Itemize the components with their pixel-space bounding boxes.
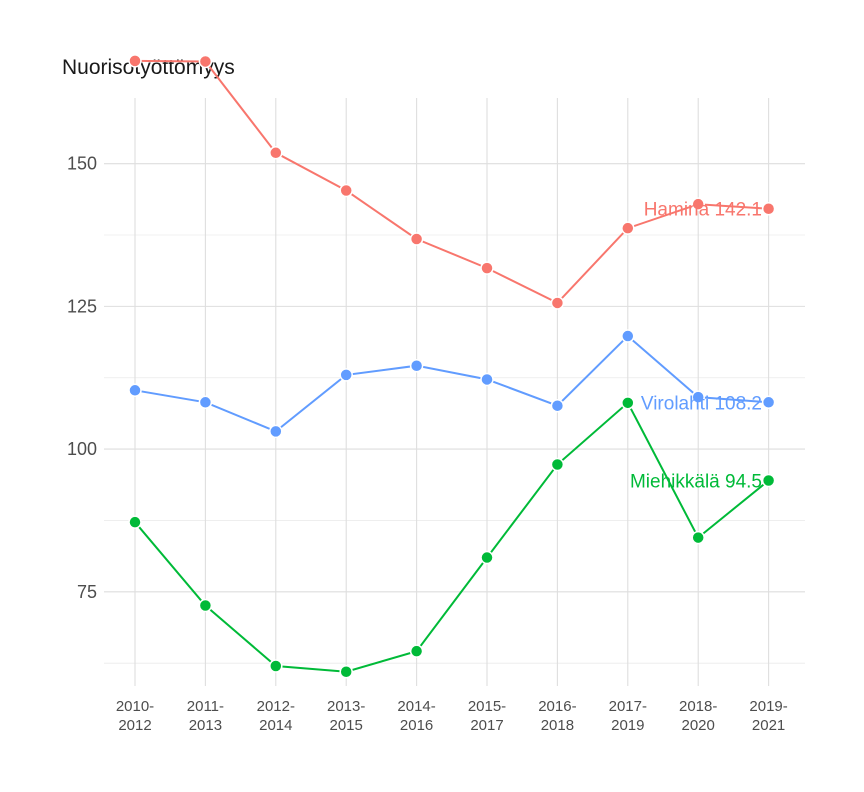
y-tick-label: 150 bbox=[67, 154, 97, 174]
data-point bbox=[198, 395, 213, 410]
data-point bbox=[339, 664, 353, 679]
series-lines bbox=[134, 59, 770, 673]
y-tick-label: 125 bbox=[67, 296, 97, 316]
data-point bbox=[409, 358, 424, 373]
data-point bbox=[550, 296, 565, 310]
y-tick-label: 100 bbox=[67, 439, 97, 459]
data-point bbox=[128, 54, 142, 68]
data-point bbox=[761, 395, 776, 410]
data-point bbox=[409, 232, 424, 246]
series-end-label: Hamina 142.1 bbox=[644, 200, 762, 221]
data-point bbox=[480, 550, 494, 565]
x-tick-label: 2019-2021 bbox=[749, 698, 787, 734]
data-point bbox=[128, 515, 142, 529]
data-point bbox=[480, 372, 494, 387]
data-point bbox=[409, 644, 424, 658]
series-line bbox=[134, 401, 770, 673]
data-point bbox=[621, 396, 635, 410]
data-point bbox=[691, 390, 705, 404]
data-point bbox=[339, 183, 353, 198]
data-point bbox=[480, 261, 494, 275]
series-line bbox=[134, 334, 769, 433]
data-point bbox=[198, 54, 213, 69]
data-point bbox=[691, 530, 705, 545]
data-point bbox=[761, 473, 776, 488]
x-tick-label: 2012-2014 bbox=[257, 698, 295, 734]
x-tick-label: 2017-2019 bbox=[609, 698, 647, 734]
series-end-labels: Hamina 142.1 Virolahti 108.2 Miehikkälä 94… bbox=[630, 200, 762, 493]
series-line bbox=[134, 59, 769, 305]
data-point bbox=[621, 329, 635, 343]
data-point bbox=[128, 383, 142, 398]
data-point bbox=[550, 398, 565, 413]
x-tick-label: 2016-2018 bbox=[538, 698, 576, 734]
y-tick-label: 75 bbox=[77, 582, 97, 602]
x-tick-label: 2010-2012 bbox=[116, 698, 154, 734]
series-points bbox=[128, 54, 776, 679]
data-point bbox=[339, 368, 353, 382]
x-tick-label: 2015-2017 bbox=[468, 698, 506, 734]
data-point bbox=[621, 221, 635, 235]
data-point bbox=[269, 146, 283, 160]
x-axis-ticks: 2010-2012 2011-2013 2012-2014 2013-2015 2014… bbox=[116, 698, 788, 734]
x-tick-label: 2018-2020 bbox=[679, 698, 717, 734]
data-point bbox=[550, 457, 565, 472]
data-point bbox=[691, 197, 705, 211]
data-point bbox=[269, 424, 283, 439]
x-tick-label: 2011-2013 bbox=[187, 698, 224, 734]
series-end-label: Miehikkälä 94.5 bbox=[630, 471, 762, 492]
x-tick-label: 2014-2016 bbox=[397, 698, 435, 734]
data-point bbox=[198, 598, 213, 613]
series-end-label: Virolahti 108.2 bbox=[641, 393, 762, 414]
data-point bbox=[761, 201, 776, 216]
y-axis-ticks: 75 100 125 150 bbox=[67, 154, 97, 602]
x-tick-label: 2013-2015 bbox=[327, 698, 365, 734]
data-point bbox=[269, 659, 283, 673]
